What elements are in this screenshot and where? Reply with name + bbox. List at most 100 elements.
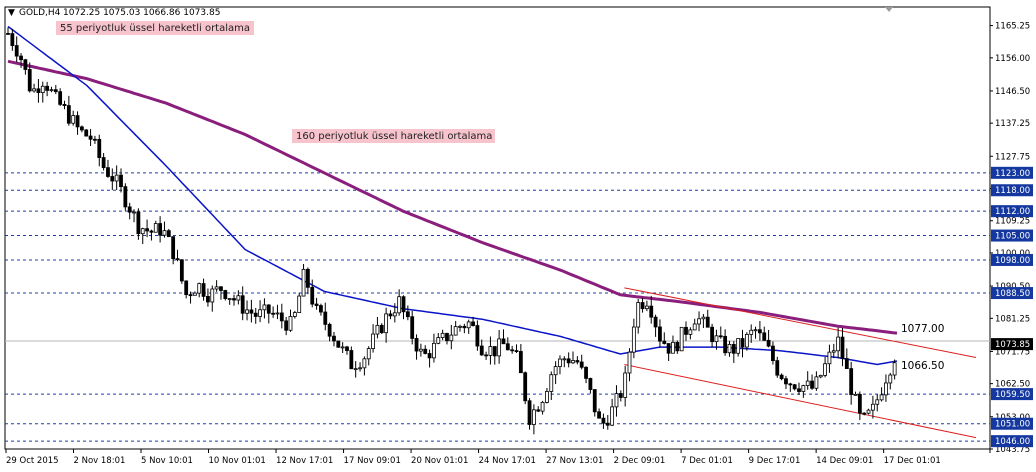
- candle-body: [527, 400, 532, 425]
- plot-frame: [4, 6, 991, 450]
- candle-body: [566, 358, 571, 364]
- candle-body: [571, 360, 575, 364]
- candles: [6, 27, 897, 435]
- candle-body: [792, 384, 797, 390]
- candle-body: [192, 292, 197, 296]
- candle-body: [605, 422, 610, 426]
- symbol-label: GOLD,H4: [19, 8, 61, 18]
- candle-body: [323, 311, 328, 325]
- candle-body: [518, 351, 523, 374]
- ema55-annotation-bg: [56, 21, 254, 35]
- channel-lower-line: [624, 364, 977, 439]
- candle-body: [410, 316, 415, 339]
- level-tag-label: 1118.00: [995, 186, 1030, 196]
- time-tick-label: 9 Dec 17:01: [749, 456, 801, 466]
- candle-body: [93, 138, 97, 141]
- level-tag: [991, 205, 1033, 218]
- candle-body: [275, 312, 280, 315]
- candle-body: [827, 351, 832, 365]
- candle-body: [549, 374, 554, 392]
- channel-upper-label: 1077.00: [901, 323, 944, 335]
- candle-body: [810, 380, 814, 389]
- candle-body: [101, 157, 106, 169]
- time-tick-label: 20 Nov 01:01: [411, 456, 468, 466]
- candle-body: [305, 268, 310, 288]
- candle-body: [127, 206, 132, 213]
- time-tick-label: 2 Nov 18:01: [74, 456, 126, 466]
- candle-body: [288, 316, 293, 331]
- candle-body: [753, 329, 758, 332]
- candle-body: [818, 374, 823, 378]
- candle-body: [592, 389, 597, 413]
- candle-body: [523, 372, 528, 402]
- candle-body: [679, 326, 684, 352]
- candle-body: [875, 399, 880, 405]
- time-tick-label: 24 Nov 17:01: [479, 456, 536, 466]
- candle-body: [684, 326, 688, 335]
- candle-body: [201, 283, 206, 297]
- candle-body: [388, 313, 393, 317]
- candle-body: [262, 304, 267, 311]
- candle-body: [414, 338, 419, 352]
- candle-body: [458, 325, 462, 328]
- ema160-line: [7, 59, 898, 335]
- candle-body: [353, 368, 358, 371]
- candle-body: [653, 316, 658, 328]
- shift-triangle-icon[interactable]: [885, 7, 893, 12]
- candle-body: [823, 363, 827, 376]
- candle-body: [206, 295, 210, 303]
- channel-upper-line: [624, 287, 977, 359]
- price-tick-label: 1062.50: [995, 380, 1030, 390]
- candle-body: [279, 312, 284, 322]
- ema55-annotation: 55 periyotluk üssel hareketli ortalama: [60, 23, 250, 34]
- current-price-tag: [991, 338, 1033, 351]
- candle-body: [462, 325, 467, 329]
- level-tag-label: 1059.50: [995, 390, 1030, 400]
- candle-body: [805, 380, 810, 386]
- candle-body: [579, 361, 584, 368]
- level-tag: [991, 184, 1033, 197]
- candle-body: [701, 316, 706, 320]
- candle-body: [892, 362, 897, 376]
- candle-body: [631, 326, 636, 353]
- candle-body: [888, 374, 893, 384]
- candle-body: [531, 409, 536, 425]
- candle-body: [666, 343, 671, 354]
- level-tag: [991, 435, 1033, 448]
- candle-body: [797, 388, 801, 392]
- price-tick-label: 1127.75: [995, 152, 1030, 162]
- time-tick-label: 17 Dec 01:01: [884, 456, 941, 466]
- level-tag-label: 1098.00: [995, 256, 1030, 266]
- candle-body: [479, 345, 484, 356]
- level-tag-label: 1105.00: [995, 232, 1030, 242]
- candle-body: [62, 103, 67, 106]
- candle-body: [757, 329, 762, 334]
- candle-body: [327, 323, 332, 337]
- time-tick-label: 17 Nov 09:01: [344, 456, 401, 466]
- candle-body: [718, 335, 723, 338]
- candle-body: [223, 290, 228, 299]
- candle-body: [736, 338, 741, 354]
- candle-body: [188, 294, 193, 297]
- candle-body: [784, 378, 788, 385]
- candle-body: [884, 382, 888, 396]
- candle-body: [762, 332, 767, 341]
- candle-body: [731, 344, 736, 354]
- candle-body: [723, 335, 728, 354]
- candle-body: [375, 324, 380, 335]
- candle-body: [771, 345, 775, 362]
- trend-channel[interactable]: [624, 287, 977, 439]
- candle-body: [19, 55, 23, 61]
- candle-body: [97, 138, 102, 158]
- candle-body: [879, 394, 884, 401]
- price-tick-label: 1109.25: [995, 217, 1030, 227]
- level-tag: [991, 417, 1033, 430]
- candle-body: [427, 353, 432, 359]
- price-tick-label: 1156.00: [995, 54, 1030, 64]
- ema55-line: [7, 25, 898, 366]
- candle-body: [27, 69, 32, 92]
- candle-body: [475, 325, 480, 347]
- candle-body: [714, 335, 719, 343]
